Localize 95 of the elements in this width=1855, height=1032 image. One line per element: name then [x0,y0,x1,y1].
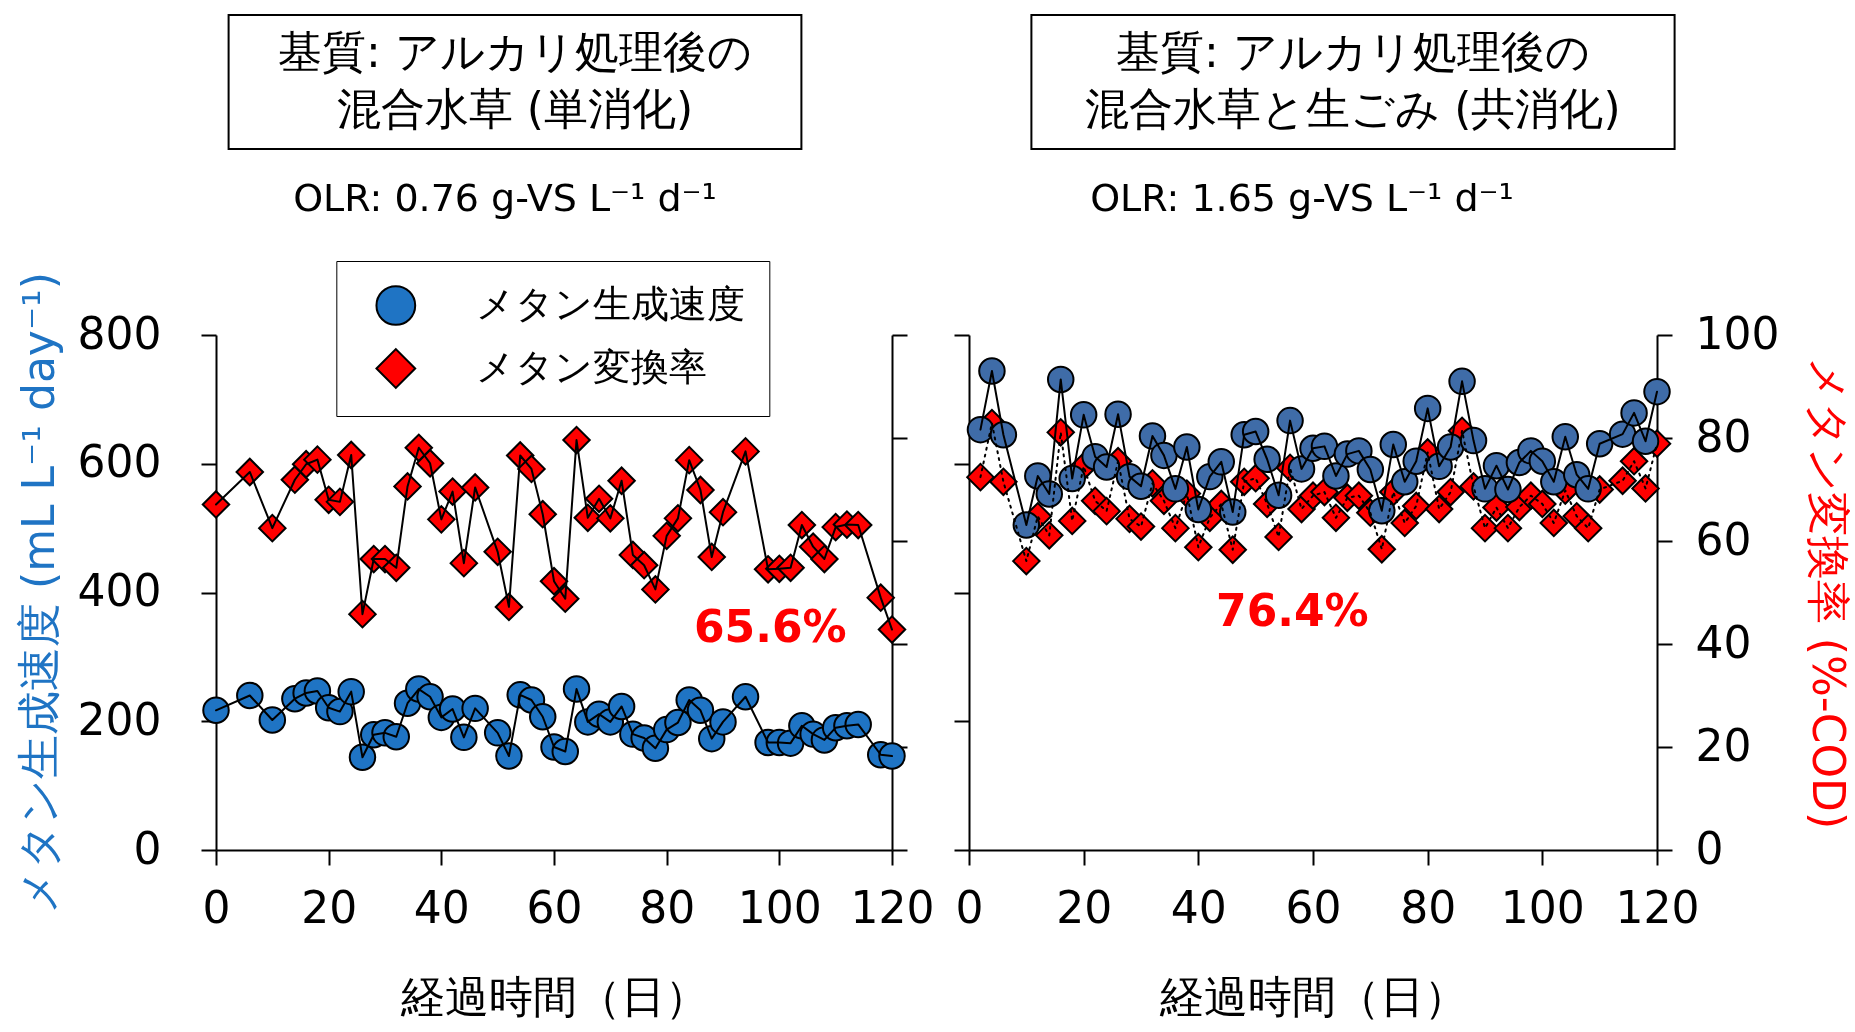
point [1218,535,1247,564]
y2-tick-label: 80 [1695,410,1752,462]
point [1367,535,1397,564]
x-axis-title: 経過時間（日） [1158,970,1468,1022]
x-tick-label: 120 [1615,881,1700,933]
x-tick-label: 0 [202,881,231,933]
point [1573,513,1603,543]
x-tick-label: 20 [1056,881,1113,933]
point [966,462,995,492]
point [731,683,760,711]
point [1161,475,1190,503]
point [1413,394,1442,423]
y2-tick-label: 100 [1695,307,1780,359]
y-tick-label: 0 [133,822,162,874]
point [528,703,557,731]
point [1620,399,1648,427]
point [495,742,523,770]
x-tick-label: 40 [413,881,470,933]
chart-subtitle: OLR: 0.76 g-VS L⁻¹ d⁻¹ [293,176,717,220]
x-tick-label: 60 [526,881,583,933]
point [551,737,580,766]
point [1126,512,1156,541]
point [1012,546,1041,576]
point [1424,494,1454,524]
chart-title: 基質: アルカリ処理後の混合水草と生ごみ (共消化) [1085,26,1621,134]
point [877,615,907,644]
point [1057,506,1087,536]
point [258,706,287,734]
point [1276,406,1304,435]
point [337,677,365,706]
x-axis-title: 経過時間（日） [399,970,709,1022]
point [1035,521,1064,550]
point [1390,508,1419,538]
legend-label: メタン変換率 [476,344,708,389]
y-tick-label: 600 [77,436,162,488]
point [989,467,1018,496]
point [1344,481,1374,510]
x-tick-label: 80 [639,881,696,933]
point [1207,448,1236,476]
point [1436,477,1465,507]
point [1401,491,1431,521]
y2-tick-label: 0 [1695,822,1724,874]
point [1448,367,1476,396]
y-tick-label: 800 [77,307,162,359]
y-tick-label: 200 [77,693,162,745]
y-axis-title: メタン生成速度 (mL L⁻¹ day⁻¹) [12,272,64,914]
point [1539,508,1569,538]
point [1608,466,1637,495]
x-tick-label: 40 [1170,881,1227,933]
point [607,692,636,721]
point [1069,401,1098,429]
point [1493,513,1523,543]
point [878,742,906,770]
y2-tick-label: 60 [1695,513,1752,565]
annotation: 65.6% [693,600,847,652]
point [1104,400,1132,428]
point [709,708,737,736]
chart-subtitle: OLR: 1.65 g-VS L⁻¹ d⁻¹ [1090,176,1514,220]
point [201,490,231,519]
point [1321,503,1351,533]
annotation: 76.4% [1216,585,1369,637]
point [1264,522,1293,552]
point [1551,422,1580,451]
point [1379,430,1408,459]
y2-tick-label: 40 [1695,616,1752,668]
x-tick-label: 100 [1500,881,1585,933]
point [1173,433,1201,461]
point [1241,463,1270,493]
point [1356,455,1385,484]
point [1631,474,1660,503]
point [1161,513,1190,543]
x-tick-label: 20 [301,881,358,933]
point [1046,365,1075,394]
chart-title: 基質: アルカリ処理後の混合水草 (単消化) [278,26,752,134]
point [461,694,489,723]
point [1184,532,1213,562]
point [1494,475,1522,504]
x-tick-label: 100 [737,881,822,933]
point [202,696,230,725]
y-tick-label: 400 [77,565,162,616]
point [1092,496,1121,526]
point [978,357,1006,385]
x-tick-label: 0 [955,881,984,933]
point [1619,446,1649,476]
point [1253,445,1281,473]
x-tick-label: 80 [1400,881,1457,933]
point [1528,489,1557,519]
point [450,723,478,752]
point [844,710,872,739]
point [1643,377,1671,406]
point [382,722,411,751]
x-tick-label: 120 [850,881,935,933]
y2-tick-label: 20 [1695,719,1752,771]
x-tick-label: 60 [1285,881,1342,933]
legend-label: メタン生成速度 [476,281,746,326]
